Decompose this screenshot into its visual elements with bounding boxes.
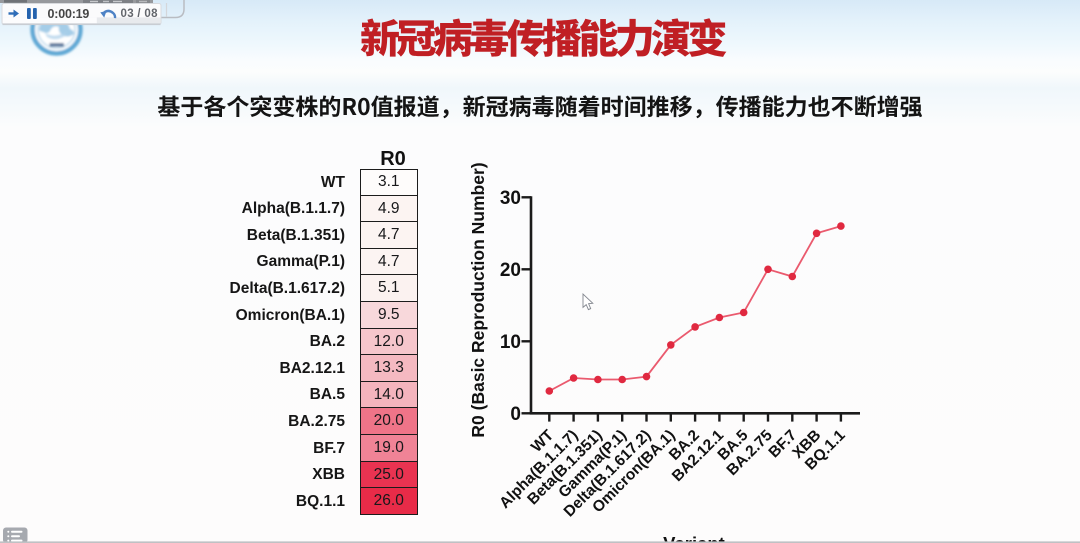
svg-text:0: 0	[510, 404, 521, 425]
svg-text:10: 10	[500, 332, 521, 353]
svg-text:20: 20	[500, 260, 521, 281]
svg-text:30: 30	[500, 188, 521, 209]
svg-text:03 / 08: 03 / 08	[121, 8, 159, 20]
svg-text:R0 (Basic Reproduction Number): R0 (Basic Reproduction Number)	[468, 162, 488, 437]
svg-text:Variant: Variant	[663, 533, 725, 543]
svg-text:0:00:19: 0:00:19	[48, 7, 90, 21]
